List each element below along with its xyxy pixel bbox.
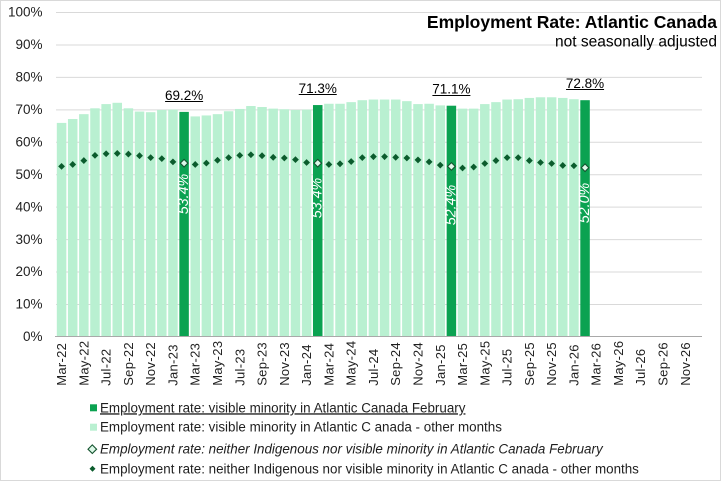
svg-text:53.4%: 53.4% xyxy=(310,177,326,218)
svg-text:Employment rate: neither Indig: Employment rate: neither Indigenous nor … xyxy=(100,442,604,457)
svg-text:Jan-26: Jan-26 xyxy=(566,344,581,386)
svg-text:30%: 30% xyxy=(15,232,42,247)
svg-text:May-23: May-23 xyxy=(210,341,225,386)
svg-text:Nov-22: Nov-22 xyxy=(143,342,158,386)
svg-text:Jul-22: Jul-22 xyxy=(99,349,114,386)
svg-text:40%: 40% xyxy=(15,199,42,214)
svg-text:Sep-25: Sep-25 xyxy=(522,342,537,386)
svg-text:0%: 0% xyxy=(23,329,43,344)
svg-text:50%: 50% xyxy=(15,167,42,182)
svg-text:May-25: May-25 xyxy=(477,341,492,386)
svg-text:Nov-26: Nov-26 xyxy=(678,342,693,386)
svg-text:Employment rate: neither Indig: Employment rate: neither Indigenous nor … xyxy=(100,461,639,476)
svg-text:70%: 70% xyxy=(15,102,42,117)
svg-text:Nov-23: Nov-23 xyxy=(277,342,292,386)
svg-text:53.4%: 53.4% xyxy=(176,173,192,214)
svg-text:Jul-25: Jul-25 xyxy=(500,349,515,386)
svg-text:69.2%: 69.2% xyxy=(165,88,203,103)
svg-text:52.0%: 52.0% xyxy=(577,182,593,223)
svg-text:not seasonally adjusted: not seasonally adjusted xyxy=(555,34,717,51)
svg-text:Mar-23: Mar-23 xyxy=(188,343,203,386)
svg-text:90%: 90% xyxy=(15,37,42,52)
svg-text:Jan-24: Jan-24 xyxy=(299,344,314,386)
svg-text:Sep-26: Sep-26 xyxy=(656,342,671,386)
svg-text:May-22: May-22 xyxy=(76,341,91,386)
svg-text:Mar-25: Mar-25 xyxy=(455,343,470,386)
svg-text:Jul-23: Jul-23 xyxy=(232,349,247,386)
svg-text:May-24: May-24 xyxy=(344,341,359,386)
svg-text:Employment Rate: Atlantic Cana: Employment Rate: Atlantic Canada xyxy=(427,12,717,32)
svg-text:10%: 10% xyxy=(15,297,42,312)
svg-text:Sep-23: Sep-23 xyxy=(255,342,270,386)
svg-text:71.1%: 71.1% xyxy=(432,82,470,97)
svg-text:May-26: May-26 xyxy=(611,341,626,386)
svg-text:Nov-24: Nov-24 xyxy=(410,342,425,386)
svg-text:Jan-23: Jan-23 xyxy=(165,344,180,386)
svg-text:100%: 100% xyxy=(8,5,43,20)
svg-text:Mar-24: Mar-24 xyxy=(321,343,336,386)
svg-text:Mar-26: Mar-26 xyxy=(589,343,604,386)
svg-text:Mar-22: Mar-22 xyxy=(54,343,69,386)
svg-text:20%: 20% xyxy=(15,264,42,279)
svg-text:Jul-24: Jul-24 xyxy=(366,349,381,386)
svg-text:Sep-22: Sep-22 xyxy=(121,342,136,386)
svg-text:52.4%: 52.4% xyxy=(443,184,459,225)
svg-text:Nov-25: Nov-25 xyxy=(544,342,559,386)
svg-text:60%: 60% xyxy=(15,135,42,150)
svg-text:Jul-26: Jul-26 xyxy=(633,349,648,386)
svg-text:Jan-25: Jan-25 xyxy=(433,344,448,386)
svg-text:80%: 80% xyxy=(15,70,42,85)
svg-text:Employment rate: visible minor: Employment rate: visible minority in Atl… xyxy=(100,400,466,415)
svg-text:Sep-24: Sep-24 xyxy=(388,342,403,386)
svg-text:71.3%: 71.3% xyxy=(299,81,337,96)
svg-text:72.8%: 72.8% xyxy=(566,76,604,91)
svg-text:Employment rate: visible minor: Employment rate: visible minority in Atl… xyxy=(100,420,502,435)
